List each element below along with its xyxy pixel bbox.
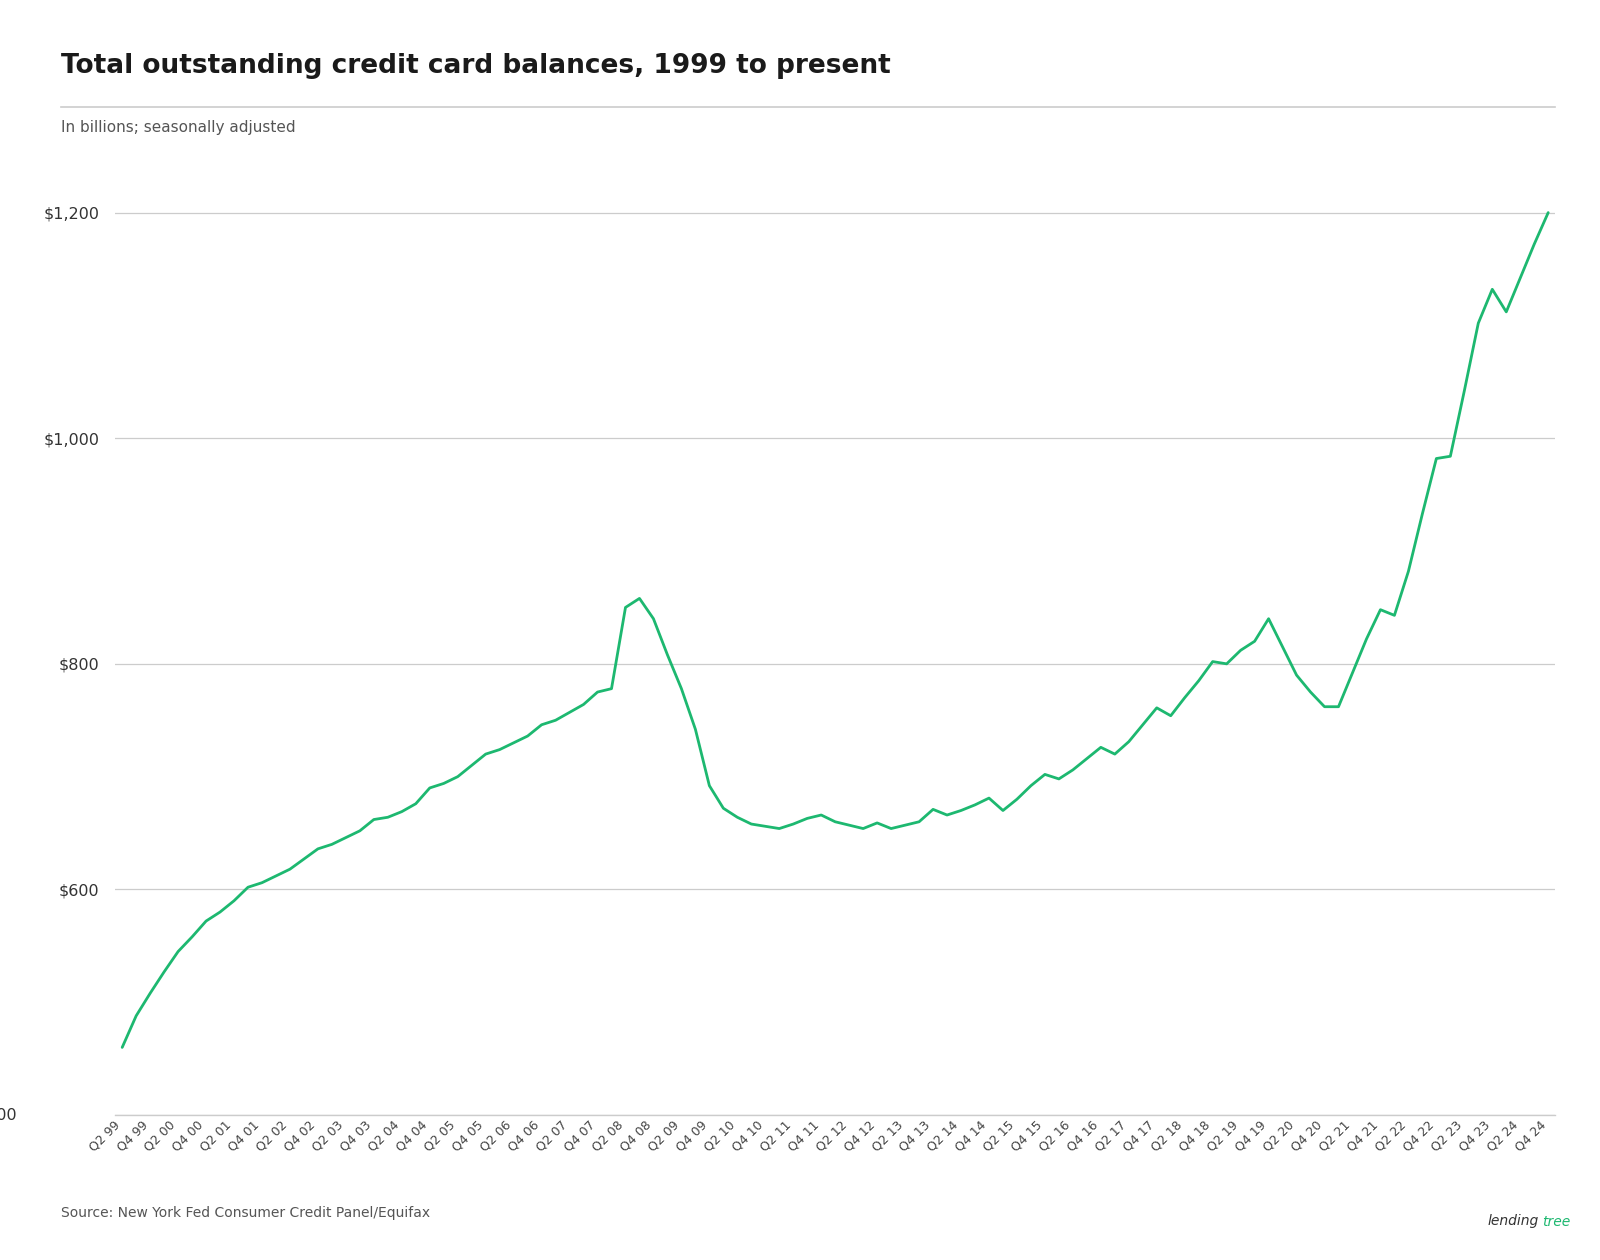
- Text: $400: $400: [0, 1108, 18, 1123]
- Text: In billions; seasonally adjusted: In billions; seasonally adjusted: [61, 120, 296, 135]
- Text: tree: tree: [1542, 1215, 1571, 1228]
- Text: Total outstanding credit card balances, 1999 to present: Total outstanding credit card balances, …: [61, 53, 891, 79]
- Text: lending: lending: [1488, 1215, 1539, 1228]
- Text: Source: New York Fed Consumer Credit Panel/Equifax: Source: New York Fed Consumer Credit Pan…: [61, 1206, 430, 1220]
